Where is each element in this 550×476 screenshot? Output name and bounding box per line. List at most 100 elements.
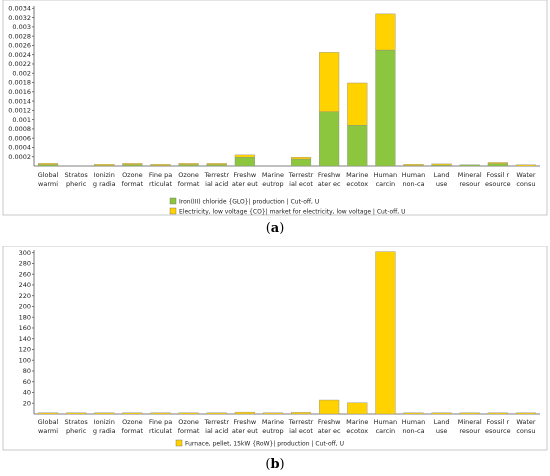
panel-label: (a) xyxy=(266,221,285,236)
panel-label: (b) xyxy=(265,457,284,472)
bar-series-1 xyxy=(487,163,508,167)
legend-swatch xyxy=(169,197,177,205)
bar-series-2 xyxy=(431,163,452,166)
y-tick-label: 100 xyxy=(19,356,31,364)
x-tick-label: carcin xyxy=(376,427,396,435)
x-tick-label: Terrestr xyxy=(203,171,229,179)
bar-series-2 xyxy=(122,163,143,165)
y-tick-label: 0.0026 xyxy=(8,42,31,50)
bar-series-1 xyxy=(150,412,171,415)
bar-series-1 xyxy=(291,158,312,167)
x-tick-label: use xyxy=(436,427,448,435)
bar-series-1 xyxy=(347,402,368,415)
bar-series-1 xyxy=(319,111,340,167)
x-tick-label: ial acid xyxy=(205,427,228,435)
y-tick-label: 0.002 xyxy=(12,69,31,77)
x-tick-label: g radia xyxy=(93,180,116,188)
x-tick-label: Human xyxy=(374,171,397,179)
bar-series-1 xyxy=(66,412,87,415)
x-tick-label: Human xyxy=(402,171,425,179)
y-tick-label: 0.0012 xyxy=(8,107,31,115)
x-tick-label: pheric xyxy=(66,427,87,435)
x-tick-label: Water xyxy=(516,171,536,179)
x-tick-label: Marine xyxy=(346,171,368,179)
y-tick-label: 0.0016 xyxy=(8,88,31,96)
y-tick-label: 0.0032 xyxy=(8,14,31,22)
y-tick-label: 220 xyxy=(19,292,31,300)
x-tick-label: Fossil r xyxy=(487,418,510,426)
y-tick-label: 40 xyxy=(23,389,31,397)
legend-swatch xyxy=(175,439,183,447)
bar-series-1 xyxy=(94,412,115,415)
x-tick-label: ial ecot xyxy=(289,427,313,435)
x-tick-label: esource xyxy=(485,180,511,188)
x-tick-label: resour xyxy=(459,180,480,188)
bar-series-1 xyxy=(459,412,480,415)
x-tick-label: Freshw xyxy=(234,418,257,426)
chart-frame xyxy=(2,0,548,216)
x-tick-label: Marine xyxy=(262,171,284,179)
x-tick-label: Fossil r xyxy=(487,171,510,179)
y-tick-label: 140 xyxy=(19,335,31,343)
x-tick-label: Fine pa xyxy=(149,171,172,179)
x-tick-label: non-ca xyxy=(402,180,424,188)
x-tick-label: pheric xyxy=(66,180,87,188)
x-tick-label: warmi xyxy=(38,180,58,188)
bar-series-1 xyxy=(234,411,255,415)
y-tick-label: 0.0024 xyxy=(8,51,31,59)
bar-series-2 xyxy=(319,52,340,112)
bar-series-1 xyxy=(403,412,424,415)
x-tick-label: Fine pa xyxy=(149,418,172,426)
y-tick-label: 0.003 xyxy=(12,23,31,31)
x-tick-label: Stratos xyxy=(65,418,89,426)
x-tick-label: warmi xyxy=(38,427,58,435)
y-tick-label: 0.0022 xyxy=(8,60,31,68)
bar-series-1 xyxy=(206,412,227,415)
bar-series-1 xyxy=(122,412,143,415)
bar-series-1 xyxy=(262,412,283,415)
bar-series-2 xyxy=(206,163,227,165)
bar-series-1 xyxy=(38,164,59,167)
x-tick-label: Ozone xyxy=(178,171,199,179)
x-tick-label: Marine xyxy=(262,418,284,426)
y-tick-label: 160 xyxy=(19,324,31,332)
x-tick-label: Terrestr xyxy=(288,171,314,179)
x-tick-label: Land xyxy=(434,418,450,426)
x-tick-label: Ozone xyxy=(178,418,199,426)
x-tick-label: Terrestr xyxy=(288,418,314,426)
y-tick-label: 0.0018 xyxy=(8,79,31,87)
x-tick-label: ecotox xyxy=(346,427,368,435)
x-tick-label: Ionizin xyxy=(94,171,115,179)
x-tick-label: rticulat xyxy=(149,180,173,188)
y-tick-label: 200 xyxy=(19,303,31,311)
bar-series-1 xyxy=(375,49,396,167)
x-tick-label: Stratos xyxy=(65,171,89,179)
x-tick-label: ater ec xyxy=(318,180,341,188)
x-tick-label: eutrop xyxy=(262,180,283,188)
x-tick-label: Freshw xyxy=(318,418,341,426)
bar-series-2 xyxy=(234,154,255,158)
x-tick-label: ecotox xyxy=(346,180,368,188)
x-tick-label: Marine xyxy=(346,418,368,426)
bar-series-2 xyxy=(515,164,536,167)
x-tick-label: Mineral xyxy=(458,171,482,179)
x-tick-label: ater ec xyxy=(318,427,341,435)
chart-b: 20 40 60 80 100 120 140 160 180 200 220 240 260 280 30… xyxy=(2,246,548,472)
y-tick-label: 120 xyxy=(19,346,31,354)
y-tick-label: 180 xyxy=(19,313,31,321)
bar-series-1 xyxy=(122,164,143,167)
y-tick-label: 80 xyxy=(23,367,31,375)
x-tick-label: consu xyxy=(516,427,535,435)
bar-series-1 xyxy=(178,164,199,167)
x-tick-label: resour xyxy=(459,427,480,435)
y-tick-label: 0.001 xyxy=(12,116,31,124)
bar-series-1 xyxy=(459,164,480,167)
x-tick-label: g radia xyxy=(93,427,116,435)
y-tick-label: 300 xyxy=(19,249,31,257)
x-tick-label: Land xyxy=(434,171,450,179)
bar-series-1 xyxy=(206,164,227,167)
bar-series-2 xyxy=(487,162,508,164)
x-tick-label: format xyxy=(122,180,144,188)
y-tick-label: 280 xyxy=(19,260,31,268)
